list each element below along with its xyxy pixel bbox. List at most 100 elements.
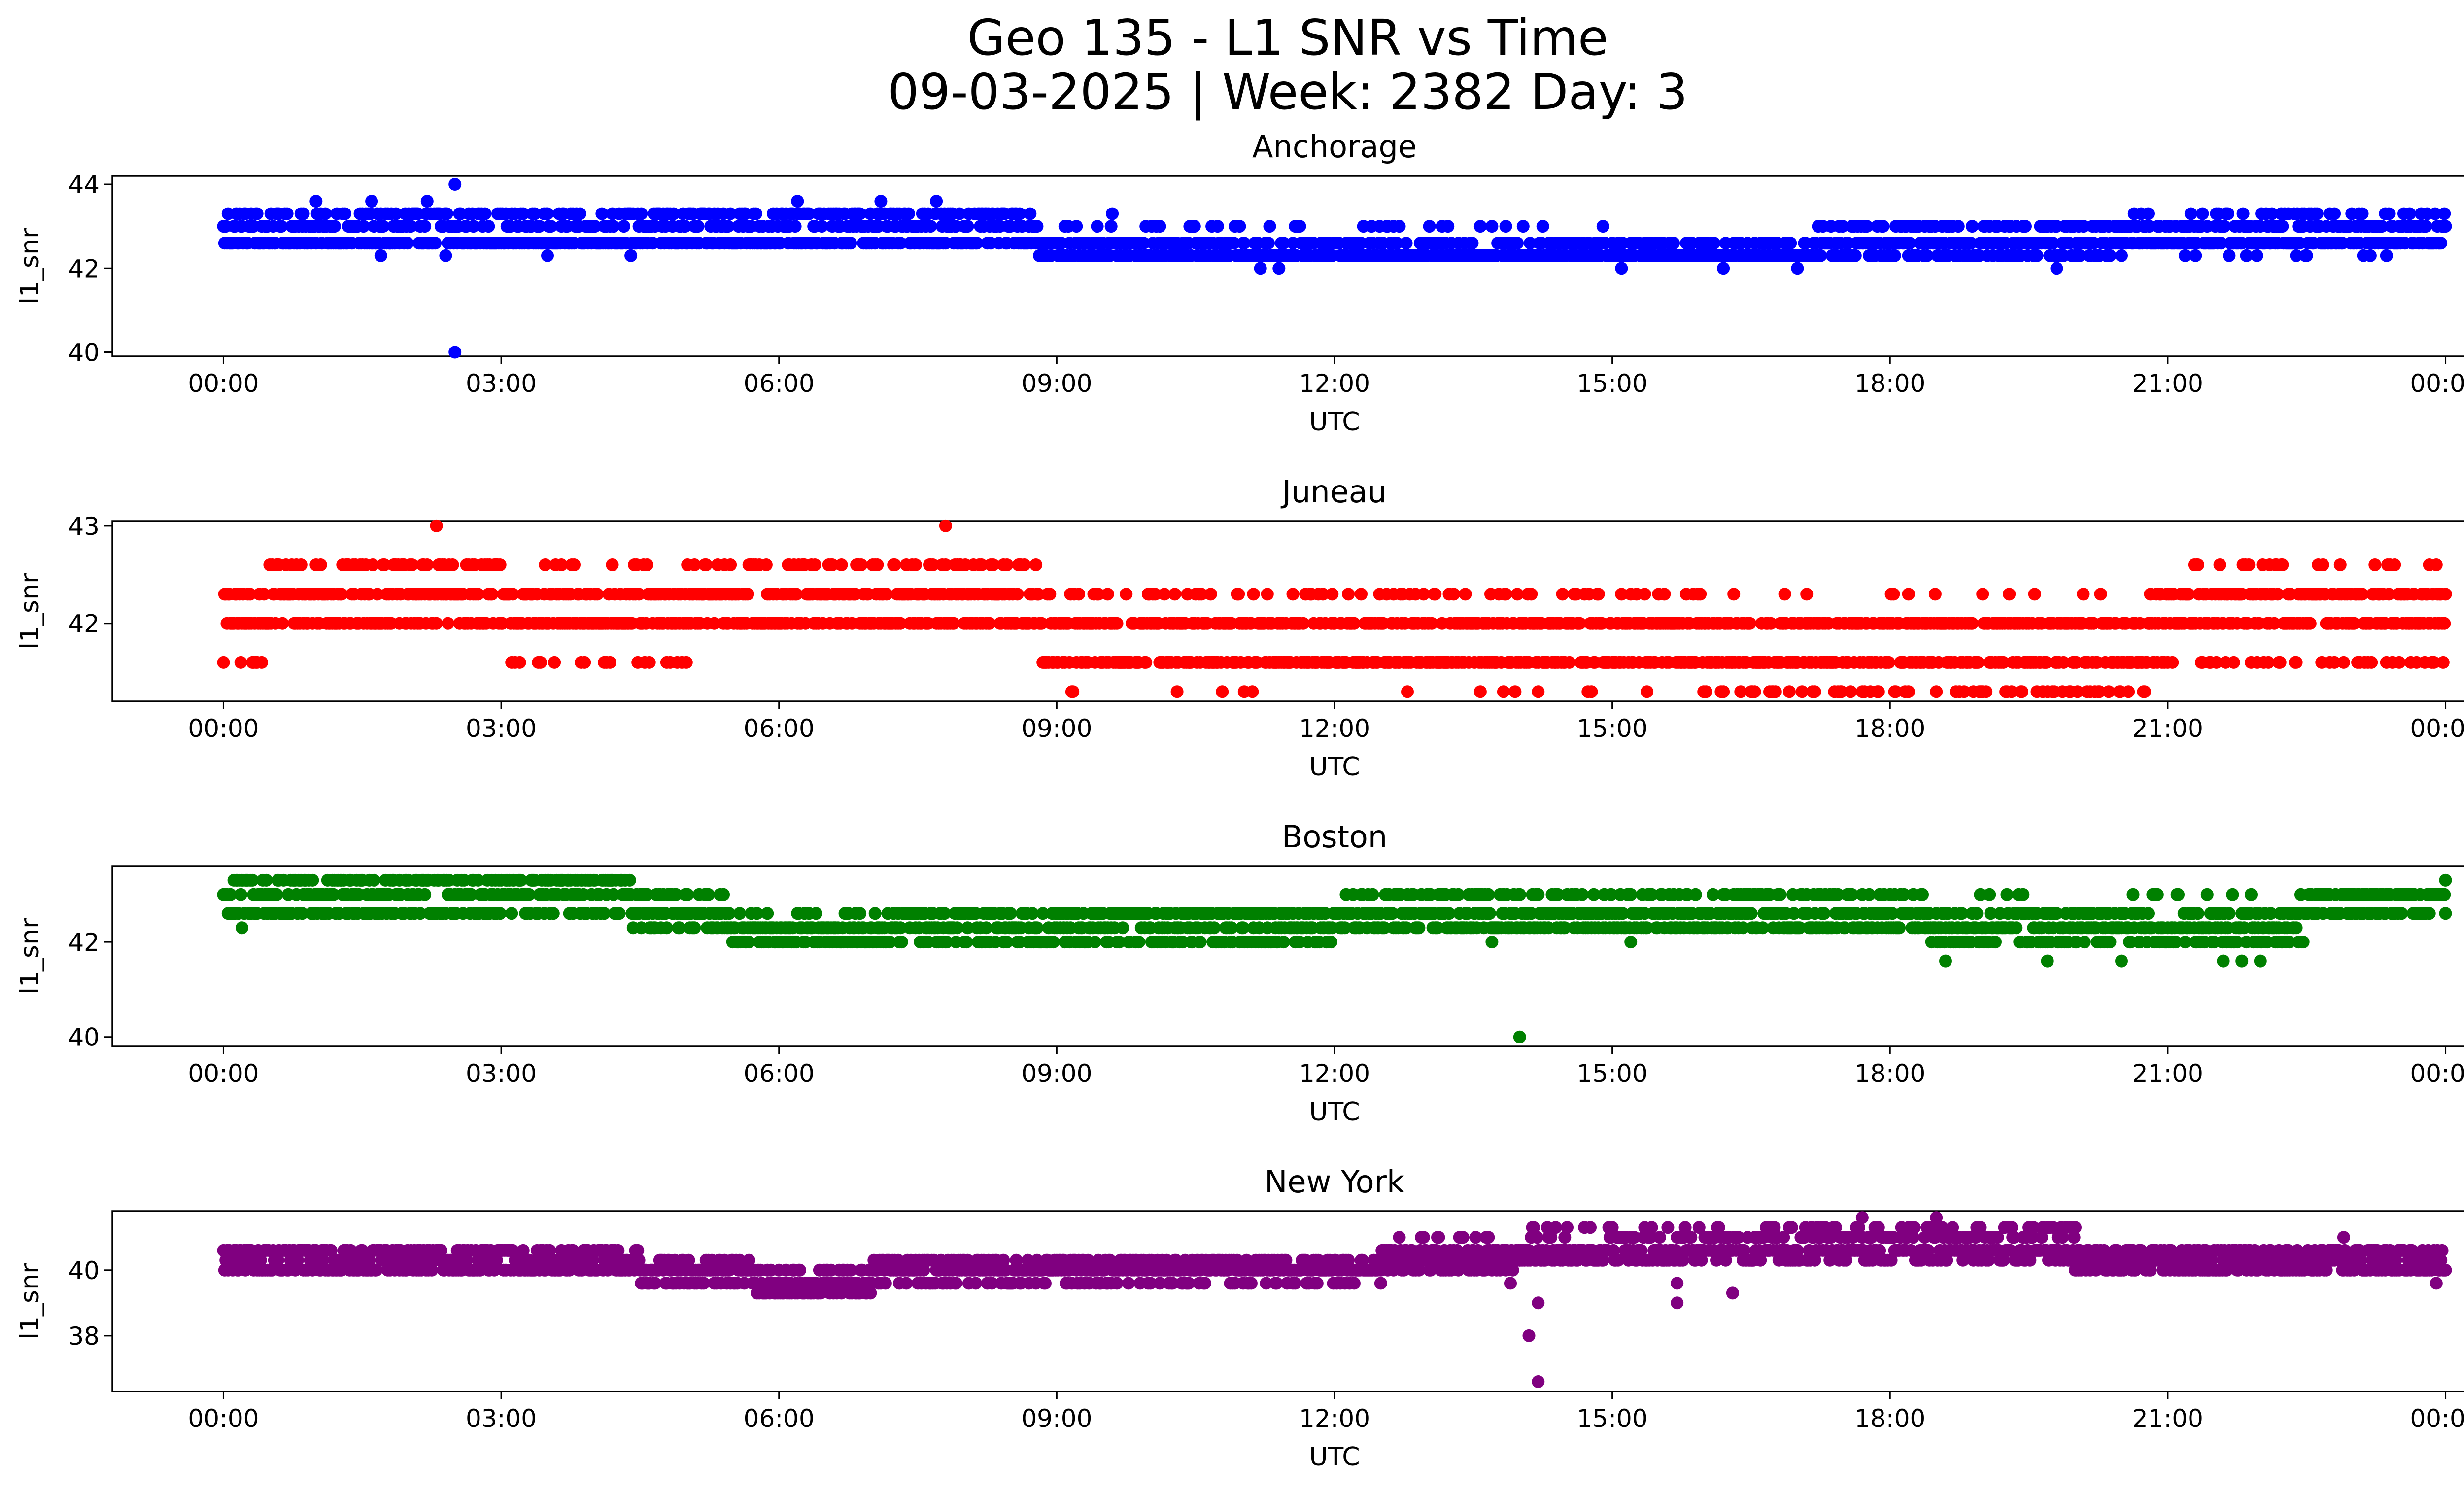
data-point <box>2250 249 2263 262</box>
data-point <box>1638 588 1651 601</box>
data-point <box>2103 249 2117 262</box>
data-point <box>2214 237 2227 250</box>
data-point <box>1508 685 1522 698</box>
data-point-outlier <box>1800 588 1814 601</box>
data-point <box>533 220 546 233</box>
data-point <box>534 656 547 669</box>
data-point <box>294 558 308 571</box>
data-point <box>2290 249 2303 262</box>
data-point <box>1246 685 1259 698</box>
data-point <box>1132 936 1146 949</box>
data-point <box>1423 220 1436 233</box>
data-point <box>894 617 907 630</box>
data-point <box>1971 656 1985 669</box>
data-point <box>1088 936 1101 949</box>
data-point <box>1997 656 2010 669</box>
data-point <box>1293 220 1306 233</box>
data-point <box>479 207 492 220</box>
data-series <box>217 178 2452 359</box>
data-point <box>1694 588 1707 601</box>
data-point <box>446 558 459 571</box>
data-point <box>1814 249 1827 262</box>
data-point <box>1473 685 1487 698</box>
data-point-outlier <box>1976 588 1989 601</box>
data-point <box>389 207 403 220</box>
data-point <box>751 907 764 920</box>
data-point <box>2290 656 2303 669</box>
data-point <box>270 888 283 901</box>
data-point <box>1429 588 1442 601</box>
data-point <box>2268 617 2281 630</box>
data-point <box>2337 656 2350 669</box>
data-point <box>234 888 247 901</box>
data-point <box>465 888 478 901</box>
y-axis-label: l1_snr <box>15 573 45 650</box>
data-point <box>513 656 526 669</box>
data-point <box>940 936 954 949</box>
data-point-outlier <box>1170 685 1184 698</box>
data-point <box>598 907 611 920</box>
data-point <box>1262 237 1275 250</box>
data-point <box>1297 617 1310 630</box>
data-point <box>909 558 922 571</box>
data-point <box>1658 588 1671 601</box>
x-tick-label: 18:00 <box>1854 369 1925 398</box>
data-point <box>1844 685 1857 698</box>
data-point <box>667 207 680 220</box>
x-tick-label: 21:00 <box>2132 369 2203 398</box>
data-point <box>2184 207 2197 220</box>
data-point <box>327 888 340 901</box>
data-point <box>699 558 713 571</box>
x-tick-label: 12:00 <box>1299 714 1370 743</box>
data-point <box>1216 685 1229 698</box>
data-point <box>1194 936 1207 949</box>
data-point <box>1902 685 1915 698</box>
data-point <box>377 558 391 571</box>
data-point <box>2328 656 2341 669</box>
data-point <box>1225 921 1238 935</box>
data-point <box>1018 558 1031 571</box>
data-point <box>528 207 542 220</box>
data-point <box>2222 207 2234 220</box>
data-point <box>2403 207 2416 220</box>
data-point <box>2182 588 2195 601</box>
data-point <box>987 558 1000 571</box>
data-point <box>1326 588 1339 601</box>
data-point <box>1889 685 1902 698</box>
data-point <box>1286 588 1300 601</box>
data-point-outlier <box>448 178 462 191</box>
data-point <box>306 873 319 887</box>
data-point <box>243 588 257 601</box>
data-point <box>1024 207 1037 220</box>
data-point <box>1903 237 1916 250</box>
data-point <box>1573 617 1586 630</box>
data-point <box>1263 220 1276 233</box>
data-point <box>951 921 964 935</box>
data-point <box>939 558 952 571</box>
data-point-outlier <box>911 617 924 630</box>
x-axis-label: UTC <box>1309 407 1360 437</box>
data-point <box>1748 685 1761 698</box>
data-point <box>2005 685 2018 698</box>
data-point <box>516 207 530 220</box>
data-point <box>401 237 414 250</box>
data-point <box>2028 588 2041 601</box>
data-point <box>2271 588 2284 601</box>
data-point <box>2166 656 2179 669</box>
data-point <box>1070 220 1083 233</box>
data-point <box>1784 237 1797 250</box>
data-point-outlier <box>1791 262 1804 275</box>
data-point <box>297 207 310 220</box>
data-point <box>246 873 259 887</box>
data-point-outlier <box>448 346 462 359</box>
data-point <box>2439 588 2452 601</box>
data-point <box>522 888 536 901</box>
data-point <box>1592 588 1605 601</box>
data-point <box>430 617 443 630</box>
data-point <box>485 588 499 601</box>
x-tick-label: 00:00 <box>188 714 259 743</box>
data-point <box>224 888 237 901</box>
data-point <box>1525 588 1538 601</box>
data-point <box>632 588 646 601</box>
